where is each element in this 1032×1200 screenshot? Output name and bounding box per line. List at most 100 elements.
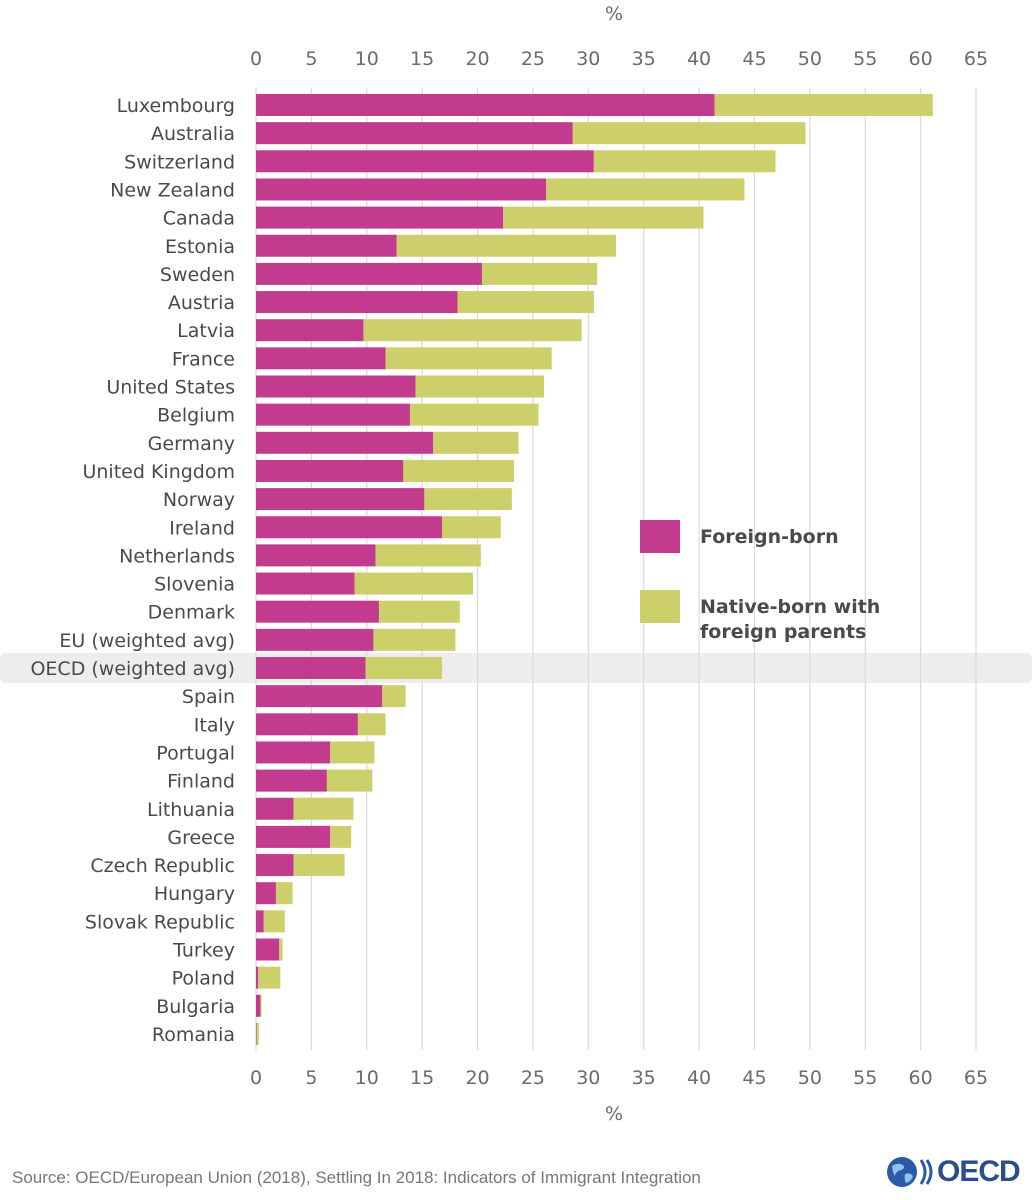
x-tick-top-10: 10: [355, 48, 379, 70]
category-label: Hungary: [154, 883, 235, 905]
category-label: Bulgaria: [156, 996, 235, 1018]
bar-segment-native-born-foreign-parents: [293, 797, 354, 820]
legend-swatch: [640, 590, 680, 623]
bar-segment-foreign-born: [256, 994, 261, 1017]
gridlines: [255, 88, 977, 1050]
bar-segment-foreign-born: [256, 488, 425, 511]
bar-segment-native-born-foreign-parents: [714, 94, 933, 116]
x-tick-bottom-50: 50: [798, 1067, 822, 1089]
x-tick-bottom-60: 60: [909, 1067, 933, 1089]
bar-segment-foreign-born: [256, 319, 364, 342]
bar-segment-foreign-born: [256, 544, 376, 567]
bar-segment-native-born-foreign-parents: [415, 375, 544, 398]
x-axis-unit-top: %: [605, 3, 623, 25]
x-axis-bottom: 0 5 10 15 20 25 30 35 40 45 50 55 60 65: [250, 1067, 988, 1089]
bar-segment-foreign-born: [256, 122, 573, 145]
x-tick-top-60: 60: [909, 48, 933, 70]
bar-segment-foreign-born: [256, 206, 504, 229]
bar-segment-foreign-born: [256, 375, 416, 398]
x-tick-bottom-35: 35: [632, 1067, 656, 1089]
bar-segment-native-born-foreign-parents: [258, 966, 281, 989]
bar-segment-native-born-foreign-parents: [382, 685, 406, 708]
category-label: Austria: [168, 292, 235, 314]
category-label: United States: [106, 377, 235, 399]
category-label: Norway: [163, 489, 235, 511]
bar-segment-foreign-born: [256, 882, 276, 905]
category-label: Turkey: [172, 940, 235, 962]
category-label: Romania: [152, 1024, 235, 1046]
x-tick-top-65: 65: [964, 48, 988, 70]
bars: [256, 94, 933, 1045]
bar-segment-foreign-born: [256, 797, 294, 820]
stacked-bar-chart: 0 5 10 15 20 25 30 35 40 45 50 55 60 65 0 5 10 15 20 25 30 3…: [0, 3, 1032, 1125]
bar-segment-native-born-foreign-parents: [260, 994, 262, 1017]
bar-segment-native-born-foreign-parents: [330, 741, 375, 764]
category-label: Finland: [167, 771, 235, 793]
x-tick-bottom-45: 45: [742, 1067, 766, 1089]
bar-segment-foreign-born: [256, 741, 331, 764]
source-note: Source: OECD/European Union (2018), Sett…: [12, 1168, 701, 1187]
category-label: Greece: [167, 827, 235, 849]
x-tick-top-20: 20: [465, 48, 489, 70]
bar-segment-foreign-born: [256, 600, 379, 623]
bar-segment-foreign-born: [256, 150, 594, 173]
category-label: Poland: [172, 968, 235, 990]
x-tick-bottom-40: 40: [687, 1067, 711, 1089]
category-label: OECD (weighted avg): [30, 658, 235, 680]
bar-segment-foreign-born: [256, 234, 397, 257]
bar-segment-native-born-foreign-parents: [357, 713, 386, 736]
bar-segment-native-born-foreign-parents: [326, 769, 373, 792]
bar-segment-native-born-foreign-parents: [457, 291, 594, 314]
x-axis-unit-bottom: %: [605, 1103, 623, 1125]
category-label: Luxembourg: [117, 95, 235, 117]
bar-segment-foreign-born: [256, 94, 715, 116]
bar-segment-foreign-born: [256, 966, 259, 989]
bar-segment-foreign-born: [256, 685, 383, 708]
bar-segment-foreign-born: [256, 347, 386, 370]
x-tick-top-40: 40: [687, 48, 711, 70]
category-label: Ireland: [169, 517, 235, 539]
category-label: Spain: [182, 686, 235, 708]
oecd-logo: OECD: [886, 1154, 1021, 1190]
bar-segment-native-born-foreign-parents: [256, 1022, 259, 1045]
bar-segment-native-born-foreign-parents: [546, 178, 745, 201]
bar-segment-foreign-born: [256, 516, 443, 539]
bar-segment-native-born-foreign-parents: [275, 882, 293, 905]
bar-segment-native-born-foreign-parents: [375, 544, 481, 567]
bar-segment-foreign-born: [256, 403, 410, 426]
category-label: France: [172, 348, 235, 370]
bar-segment-foreign-born: [256, 854, 294, 877]
category-label: Estonia: [165, 236, 235, 258]
x-tick-top-45: 45: [742, 48, 766, 70]
x-tick-top-5: 5: [305, 48, 317, 70]
bar-segment-native-born-foreign-parents: [433, 431, 519, 454]
bar-segment-native-born-foreign-parents: [373, 628, 456, 651]
category-label: Portugal: [156, 742, 235, 764]
bar-segment-foreign-born: [256, 769, 327, 792]
x-axis-top: 0 5 10 15 20 25 30 35 40 45 50 55 60 65: [250, 48, 988, 70]
bar-segment-foreign-born: [256, 262, 482, 285]
logo-text: OECD: [937, 1155, 1021, 1188]
globe-icon: [887, 1157, 917, 1187]
bar-segment-foreign-born: [256, 910, 264, 933]
bar-segment-native-born-foreign-parents: [424, 488, 512, 511]
bar-segment-native-born-foreign-parents: [279, 938, 283, 961]
category-labels: Luxembourg Australia Switzerland New Zealan…: [30, 95, 235, 1046]
bar-segment-foreign-born: [256, 431, 434, 454]
category-label: Latvia: [177, 320, 235, 342]
x-tick-bottom-55: 55: [853, 1067, 877, 1089]
bar-segment-native-born-foreign-parents: [363, 319, 582, 342]
x-tick-top-25: 25: [521, 48, 545, 70]
legend-swatch: [640, 520, 680, 553]
x-tick-bottom-0: 0: [250, 1067, 262, 1089]
x-tick-bottom-10: 10: [355, 1067, 379, 1089]
bar-segment-native-born-foreign-parents: [385, 347, 552, 370]
bar-segment-native-born-foreign-parents: [572, 122, 806, 145]
x-tick-top-15: 15: [410, 48, 434, 70]
category-label: Slovak Republic: [85, 911, 235, 933]
legend: Foreign-born Native-born with foreign pare…: [640, 520, 880, 643]
bar-segment-foreign-born: [256, 938, 280, 961]
category-label: Germany: [148, 433, 235, 455]
bar-segment-native-born-foreign-parents: [365, 657, 443, 679]
bar-segment-native-born-foreign-parents: [293, 854, 345, 877]
